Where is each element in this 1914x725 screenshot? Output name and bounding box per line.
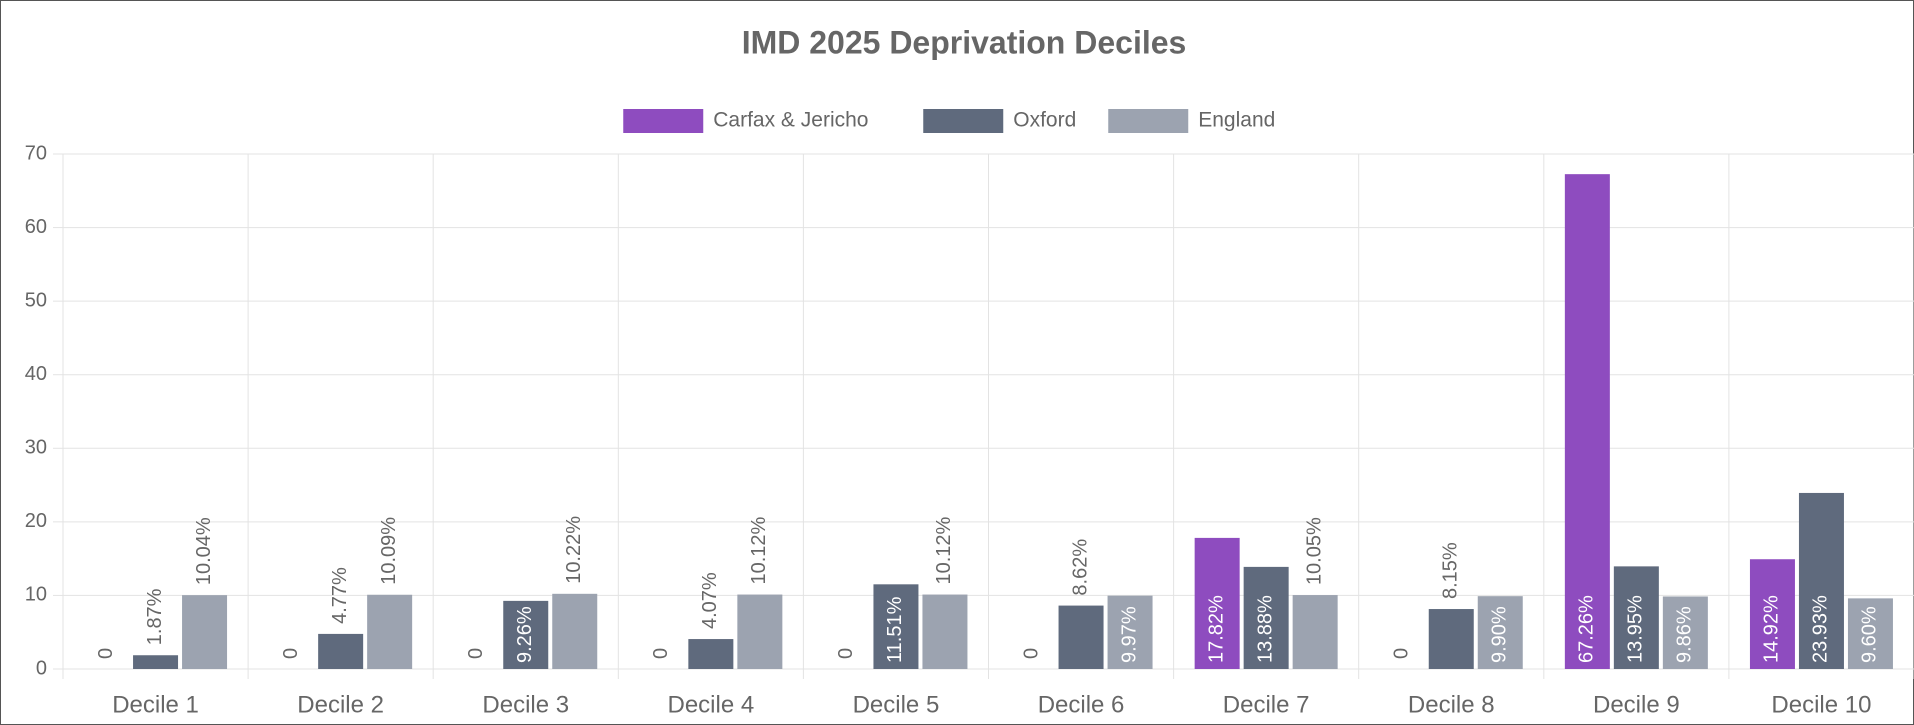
data-label: 8.62% <box>1069 539 1091 596</box>
bar <box>1058 605 1104 669</box>
data-label: 10.04% <box>193 517 215 585</box>
x-tick-label: Decile 1 <box>112 691 199 718</box>
x-tick-label: Decile 4 <box>667 691 754 718</box>
y-tick-label: 40 <box>25 363 47 385</box>
data-label: 23.93% <box>1810 595 1832 663</box>
legend: Carfax & Jericho Oxford England <box>623 109 1275 133</box>
bar <box>1662 596 1708 669</box>
data-label: 4.77% <box>329 567 351 624</box>
x-tick-label: Decile 8 <box>1408 691 1495 718</box>
bar <box>688 639 734 669</box>
data-label: 0 <box>1391 648 1413 659</box>
data-label: 8.15% <box>1440 542 1462 599</box>
bar <box>552 593 598 669</box>
bar <box>1749 559 1795 669</box>
data-label: 1.87% <box>144 588 166 645</box>
y-tick-label: 70 <box>25 142 47 164</box>
y-tick-label: 0 <box>36 657 47 679</box>
data-label: 13.95% <box>1625 595 1647 663</box>
bar <box>1564 174 1610 669</box>
bar <box>1798 492 1844 669</box>
data-label: 10.12% <box>933 516 955 584</box>
data-label: 0 <box>465 648 487 659</box>
data-label: 9.97% <box>1118 606 1140 663</box>
bar <box>873 584 919 669</box>
y-tick-label: 60 <box>25 216 47 238</box>
bar <box>922 594 968 669</box>
x-tick-label: Decile 3 <box>482 691 569 718</box>
y-tick-label: 30 <box>25 437 47 459</box>
bar <box>367 594 413 669</box>
legend-label: Carfax & Jericho <box>713 109 868 132</box>
x-tick-label: Decile 2 <box>297 691 384 718</box>
bar <box>182 595 228 669</box>
y-tick-label: 50 <box>25 289 47 311</box>
data-label: 11.51% <box>884 596 906 663</box>
legend-label: Oxford <box>1013 109 1076 132</box>
data-label: 0 <box>1020 648 1042 659</box>
x-tick-label: Decile 10 <box>1771 691 1871 718</box>
data-label: 10.22% <box>563 516 585 584</box>
data-label: 4.07% <box>699 572 721 629</box>
x-tick-label: Decile 9 <box>1593 691 1680 718</box>
x-tick-label: Decile 5 <box>853 691 940 718</box>
bar <box>1194 537 1240 669</box>
chart-title: IMD 2025 Deprivation Deciles <box>742 24 1187 60</box>
legend-label: England <box>1198 109 1275 132</box>
data-label: 0 <box>650 648 672 659</box>
bar <box>318 633 364 669</box>
data-label: 9.60% <box>1859 606 1881 663</box>
legend-swatch <box>923 109 1004 133</box>
bar <box>1428 609 1474 669</box>
data-label: 14.92% <box>1761 595 1783 663</box>
data-label: 9.90% <box>1489 606 1511 663</box>
bar <box>1107 595 1153 669</box>
legend-swatch <box>1108 109 1189 133</box>
bar <box>1243 566 1289 669</box>
bar <box>1477 596 1523 669</box>
y-tick-label: 10 <box>25 584 47 606</box>
legend-swatch <box>623 109 704 133</box>
bar <box>1847 598 1893 669</box>
bar <box>133 655 179 669</box>
bar <box>1292 595 1338 669</box>
data-label: 9.26% <box>514 606 536 663</box>
y-tick-label: 20 <box>25 510 47 532</box>
data-label: 10.05% <box>1303 517 1325 585</box>
data-label: 10.12% <box>748 516 770 584</box>
bar <box>503 600 549 669</box>
data-label: 0 <box>835 648 857 659</box>
data-label: 10.09% <box>378 517 400 585</box>
data-label: 0 <box>280 648 302 659</box>
data-label: 17.82% <box>1205 595 1227 663</box>
data-label: 9.86% <box>1674 606 1696 663</box>
data-label: 67.26% <box>1576 595 1598 663</box>
bar <box>1613 566 1659 669</box>
x-tick-label: Decile 6 <box>1038 691 1125 718</box>
data-label: 13.88% <box>1254 595 1276 663</box>
data-label: 0 <box>95 648 117 659</box>
bar <box>737 594 783 669</box>
x-tick-label: Decile 7 <box>1223 691 1310 718</box>
